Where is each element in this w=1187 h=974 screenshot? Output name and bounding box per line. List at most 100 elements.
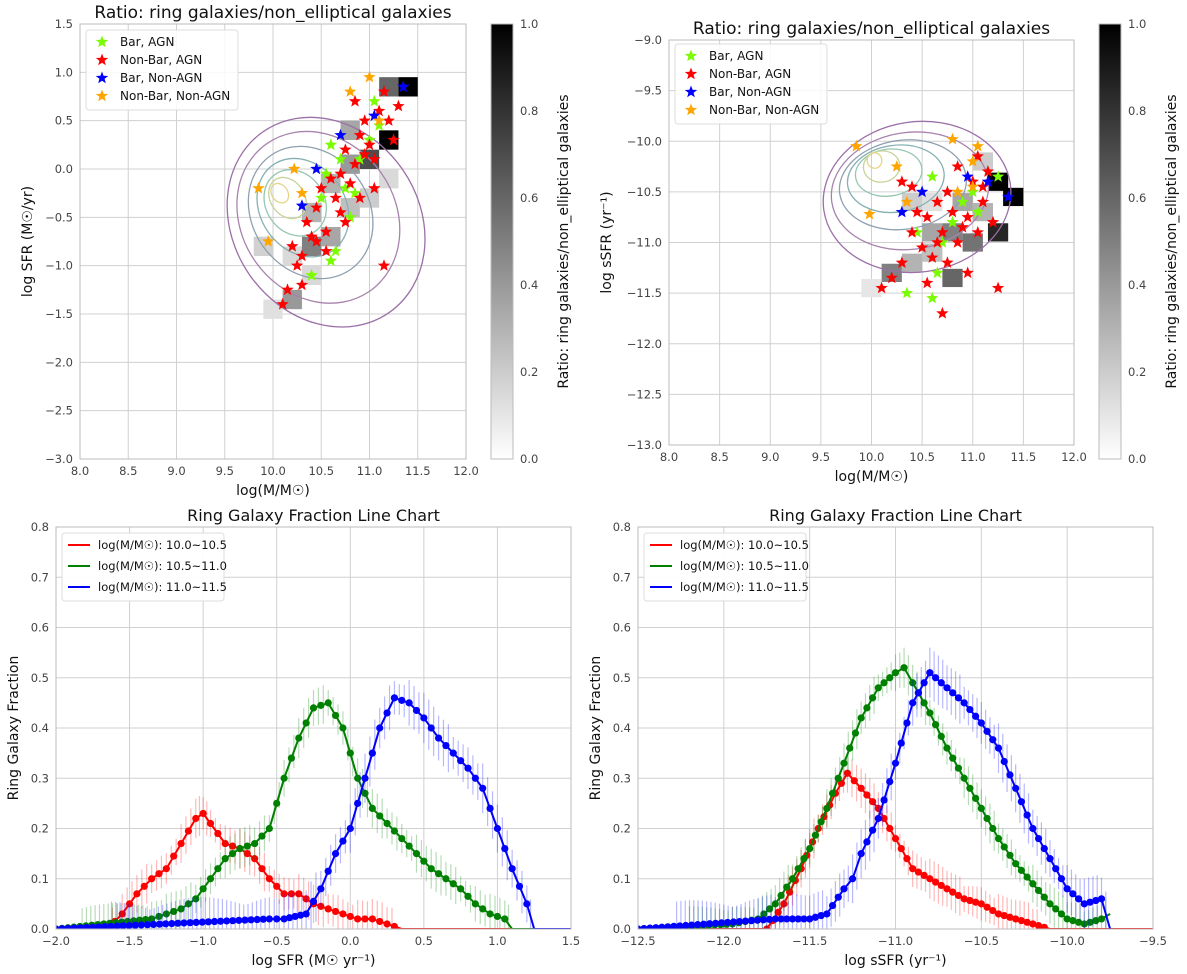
x-tick-label: 11.0 [960,450,986,464]
star-point [295,249,309,262]
data-point [1057,875,1066,883]
series-bar-agn [900,170,1005,304]
series--11-0-11-5 [638,647,1112,929]
star-point [915,185,929,198]
colorbar-tick: 0.2 [520,365,538,379]
star-point [961,170,974,182]
data-point [155,912,163,921]
star-point [358,148,371,160]
colorbar-tick: 0.4 [520,278,538,292]
data-point [119,922,127,929]
star-point [334,128,347,141]
data-point [133,890,141,898]
data-point [125,900,134,908]
heatmap-cell [861,278,882,298]
data-point [216,917,225,925]
series-bar-non-agn [295,80,410,211]
data-point [76,924,84,929]
star-point [900,286,914,299]
data-point [361,789,369,797]
data-point [508,865,516,873]
data-point [501,915,509,923]
data-point [223,917,231,925]
data-point [886,674,894,682]
legend-label: Bar, AGN [709,49,763,63]
data-point [670,922,678,929]
data-point [434,870,443,878]
data-point [149,920,158,929]
data-point [977,719,985,727]
data-point [920,679,928,687]
data-point [457,885,465,893]
star-point [368,152,381,165]
data-point [376,812,384,820]
star-point [368,109,381,122]
data-point [891,834,900,843]
star-point [363,138,376,151]
y-tick-label: 0.7 [31,570,49,584]
star-point [295,199,309,211]
data-point [1017,866,1025,874]
data-point [58,925,66,929]
data-point [405,842,413,850]
legend-label: log(M/M☉): 11.0~11.5 [680,580,809,594]
data-point [184,827,193,835]
data-point [954,764,963,772]
data-point [729,918,738,926]
data-point [331,711,340,720]
data-point [747,917,756,925]
data-point [346,749,354,757]
data-point [339,837,347,845]
data-point [1097,915,1106,923]
data-point [1069,917,1077,925]
data-point [706,920,714,928]
data-point [180,919,188,927]
legend-marker [684,67,698,80]
y-tick-label: −10.0 [627,134,662,148]
legend-label: Non-Bar, AGN [120,53,202,67]
data-point [273,882,281,890]
data-point [800,855,808,863]
x-tick-label: −11.5 [792,934,827,948]
data-point [221,839,229,848]
data-point [287,890,296,898]
legend-label: log(M/M☉): 10.5~11.0 [98,559,227,573]
data-point [291,912,299,921]
data-point [1000,757,1008,766]
data-point [390,922,399,929]
data-point [206,819,215,828]
x-tick-label: −2.0 [42,934,70,948]
data-point [783,883,791,891]
legend-label: Non-Bar, Non-AGN [120,89,230,103]
data-point [420,857,428,865]
series-non-bar-agn [276,85,405,310]
data-point [869,694,877,702]
legend-box [643,532,807,602]
star-point [966,180,979,193]
star-point [344,210,357,223]
data-point [140,882,148,890]
data-point [184,900,193,908]
data-point [523,900,531,908]
colorbar-label: Ratio: ring galaxies/non_elliptical gala… [556,94,572,388]
y-tick-label: 0.1 [31,872,49,886]
data-point [926,709,934,717]
heatmap-cell [901,253,923,272]
star-point [971,149,984,162]
star-point [377,85,391,97]
data-point [1017,917,1025,925]
data-point [1080,900,1088,908]
data-point [874,814,882,823]
star-point [305,230,318,242]
star-point [348,94,362,107]
plot-content [638,647,1153,929]
tick-labels: 8.0 8.5 9.0 9.5 10.0 10.5 11.0 11.5 12.0 −13.0 −12… [627,33,1087,464]
data-point [1012,784,1020,792]
tick-labels: −12.5 −12.0 −11.5 −11.0 −10.5 −10.0 −9.5 0.0 0.1… [613,520,1167,948]
data-point [920,871,928,880]
data-point [1000,843,1008,851]
plot-content [822,120,1024,319]
data-point [251,839,259,848]
data-point [1086,898,1094,906]
